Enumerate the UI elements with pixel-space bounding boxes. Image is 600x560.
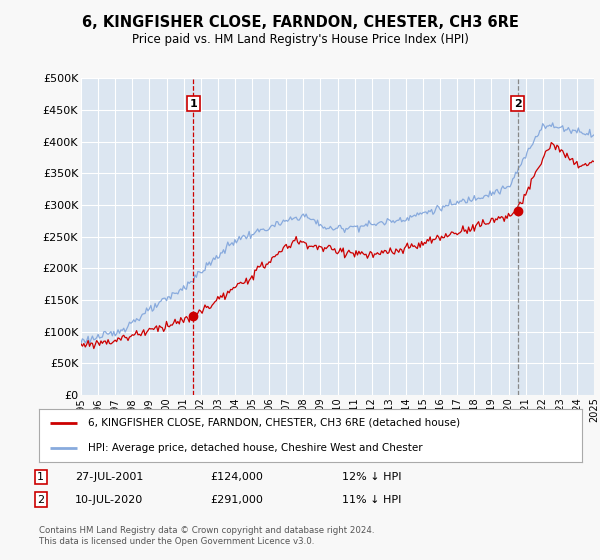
Text: 2: 2 <box>514 99 521 109</box>
Text: 6, KINGFISHER CLOSE, FARNDON, CHESTER, CH3 6RE: 6, KINGFISHER CLOSE, FARNDON, CHESTER, C… <box>82 15 518 30</box>
Text: Contains HM Land Registry data © Crown copyright and database right 2024.
This d: Contains HM Land Registry data © Crown c… <box>39 526 374 546</box>
Text: 1: 1 <box>37 472 44 482</box>
Text: 27-JUL-2001: 27-JUL-2001 <box>75 472 143 482</box>
Text: £124,000: £124,000 <box>210 472 263 482</box>
Text: Price paid vs. HM Land Registry's House Price Index (HPI): Price paid vs. HM Land Registry's House … <box>131 32 469 46</box>
Text: 2: 2 <box>37 494 44 505</box>
Text: 6, KINGFISHER CLOSE, FARNDON, CHESTER, CH3 6RE (detached house): 6, KINGFISHER CLOSE, FARNDON, CHESTER, C… <box>88 418 460 428</box>
Text: 12% ↓ HPI: 12% ↓ HPI <box>342 472 401 482</box>
Text: 11% ↓ HPI: 11% ↓ HPI <box>342 494 401 505</box>
Text: £291,000: £291,000 <box>210 494 263 505</box>
Text: 10-JUL-2020: 10-JUL-2020 <box>75 494 143 505</box>
Text: HPI: Average price, detached house, Cheshire West and Chester: HPI: Average price, detached house, Ches… <box>88 443 422 453</box>
Text: 1: 1 <box>190 99 197 109</box>
